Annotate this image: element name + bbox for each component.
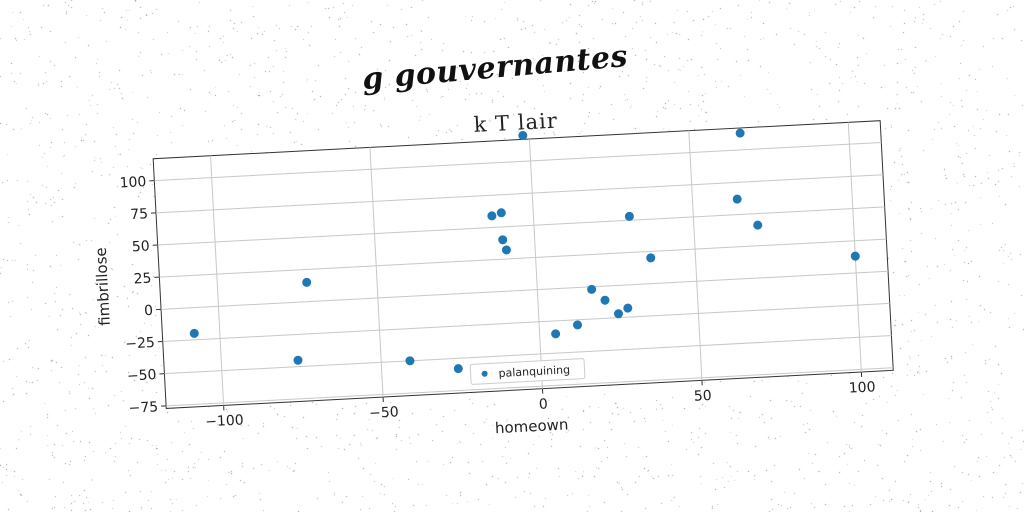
scatter-point [753, 220, 763, 230]
scatter-point [498, 235, 508, 245]
x-grid-line [528, 139, 543, 389]
y-grid-line [162, 302, 890, 343]
y-grid-line [154, 142, 882, 182]
scatter-point [623, 303, 633, 313]
scatter-point [732, 194, 742, 204]
scatter-point [293, 355, 303, 365]
scatter-point [496, 208, 506, 218]
scatter-point [850, 251, 860, 261]
scatter-point [405, 356, 415, 366]
y-tick-label: 100 [119, 174, 147, 191]
scatter-point [453, 364, 463, 374]
scatter-point [551, 329, 561, 339]
legend: palanquining [469, 358, 586, 385]
scatter-point [646, 253, 656, 263]
x-tick-label: 0 [538, 396, 548, 412]
legend-marker [481, 370, 488, 377]
scatter-point [189, 328, 199, 338]
x-grid-line [847, 122, 862, 373]
x-grid-line [210, 155, 225, 406]
scatter-point [501, 245, 511, 255]
x-tick-label: −100 [205, 412, 244, 430]
scatter-point [735, 128, 745, 138]
legend-label: palanquining [498, 363, 570, 380]
legend-box [469, 358, 586, 385]
scatter-point [302, 277, 312, 287]
x-axis-label: homeown [495, 415, 569, 437]
y-tick-label: −25 [125, 335, 155, 353]
y-tick-label: 75 [130, 206, 149, 223]
x-grid-line [369, 147, 384, 398]
x-tick-label: 50 [693, 388, 712, 405]
y-tick-label: 25 [133, 271, 152, 288]
y-grid-line [159, 238, 887, 278]
y-grid-line [155, 174, 884, 214]
scatter-point [614, 309, 624, 319]
x-tick-label: 100 [848, 379, 876, 396]
y-tick-label: −75 [128, 399, 158, 417]
scatter-point [624, 211, 634, 221]
y-axis-label: fimbrillose [92, 247, 114, 326]
scatter-point [587, 284, 597, 294]
x-tick-label: −50 [369, 404, 399, 422]
grid-lines [154, 122, 894, 407]
plot-frame [152, 120, 894, 409]
y-grid-line [166, 367, 894, 407]
y-tick-label: 0 [144, 303, 154, 319]
scatter-point [518, 131, 528, 141]
chart-title: k T lair [473, 109, 558, 137]
y-grid-line [164, 335, 892, 375]
x-grid-line [688, 130, 703, 381]
scatter-point [600, 295, 610, 305]
y-grid-line [157, 206, 885, 246]
y-tick-label: −50 [127, 367, 157, 385]
scatter-point [487, 211, 497, 221]
axis-ticks: −100 −50 0 50 100 −75 −50 −25 0 25 50 75 100 [119, 174, 876, 430]
chart-area: k T lair −100 −50 0 50 100 −75 −50 −25 0 25 50 75 10… [92, 109, 894, 437]
y-tick-label: 50 [132, 238, 151, 255]
data-points [189, 128, 860, 374]
y-grid-line [161, 270, 889, 310]
scatter-point [573, 320, 583, 330]
